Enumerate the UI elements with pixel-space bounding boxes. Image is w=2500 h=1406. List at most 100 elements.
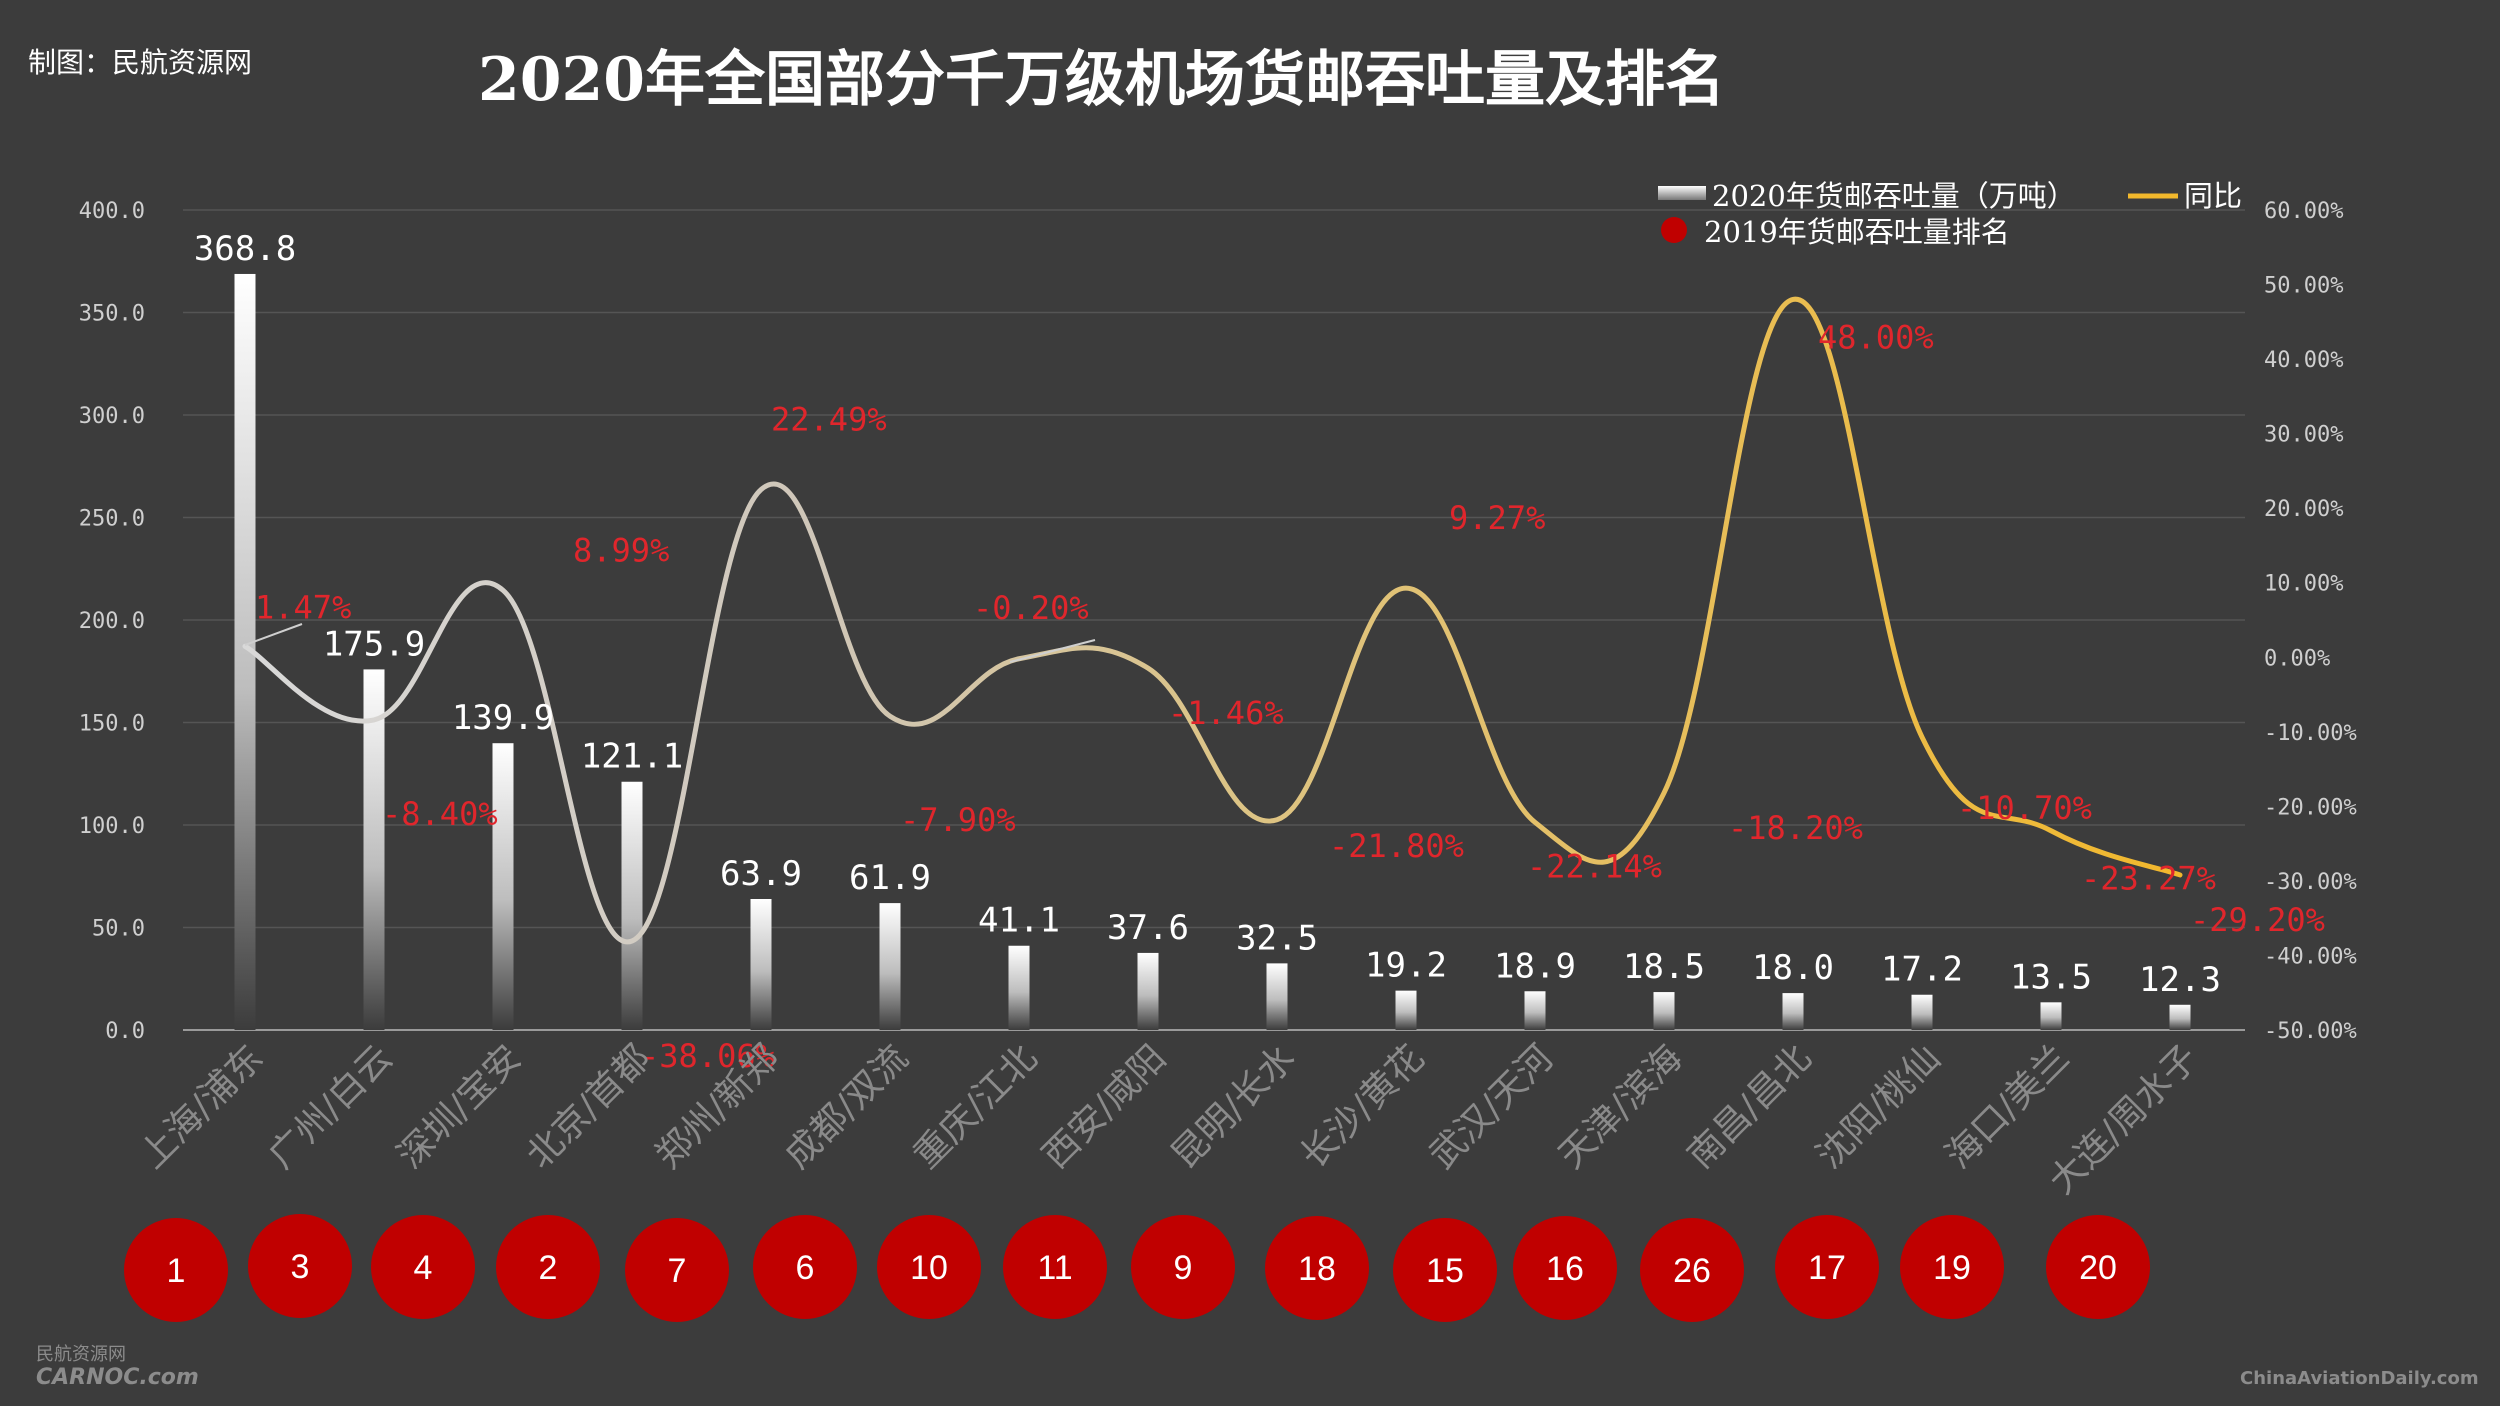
legend-volume-swatch [1658, 186, 1706, 200]
right-tick-label: 60.00% [2264, 199, 2343, 224]
right-tick-label: -20.00% [2264, 795, 2357, 820]
yoy-value-label: -21.80% [1329, 827, 1464, 865]
rank-label: 2 [539, 1249, 558, 1287]
rank-circle [1393, 1218, 1497, 1322]
yoy-value-label: 9.27% [1449, 499, 1545, 537]
rank-circle [248, 1214, 352, 1318]
credit-text: 制图：民航资源网 [28, 47, 252, 78]
rank-circle [625, 1218, 729, 1322]
right-tick-label: -40.00% [2264, 944, 2357, 969]
category-label: 重庆/江北 [906, 1037, 1045, 1176]
bar-value-label: 368.8 [194, 229, 296, 269]
rank-label: 9 [1174, 1249, 1193, 1287]
left-tick-label: 300.0 [79, 404, 145, 429]
left-tick-label: 200.0 [79, 609, 145, 634]
leader-line [1009, 639, 1096, 663]
rank-label: 7 [668, 1252, 687, 1290]
category-label: 武汉/天河 [1422, 1037, 1561, 1176]
category-label: 南昌/昌北 [1680, 1037, 1819, 1176]
rank-label: 1 [167, 1252, 186, 1290]
left-axis: 0.0 50.0 100.0 150.0 200.0 250.0 300.0 350.0 400… [79, 199, 145, 1044]
category-label: 天津/滨海 [1551, 1037, 1690, 1176]
yoy-value-label: 8.99% [573, 531, 669, 569]
category-label: 深圳/宝安 [390, 1037, 529, 1176]
rank-markers: 1 3 4 2 7 6 10 11 9 18 15 16 26 17 19 20 [124, 1214, 2150, 1322]
right-tick-label: 10.00% [2264, 572, 2343, 597]
category-label: 沈阳/桃仙 [1809, 1037, 1948, 1176]
yoy-value-label: -8.40% [382, 795, 498, 833]
right-tick-label: 20.00% [2264, 497, 2343, 522]
rank-label: 3 [291, 1248, 310, 1286]
yoy-value-label: -0.20% [973, 589, 1089, 627]
legend-yoy-label: 同比 [2184, 179, 2242, 213]
bar [621, 781, 643, 1030]
bar [363, 669, 385, 1030]
category-axis: 上海/浦东广州/白云深圳/宝安北京/首都郑州/新郑成都/双流重庆/江北西安/咸阳… [132, 1037, 2206, 1202]
category-label: 长沙/黄花 [1293, 1037, 1432, 1176]
bar-value-label: 37.6 [1107, 908, 1189, 948]
rank-label: 18 [1298, 1250, 1336, 1288]
yoy-value-label: -7.90% [900, 801, 1016, 839]
right-tick-label: 40.00% [2264, 348, 2343, 373]
rank-label: 4 [414, 1249, 433, 1287]
bar [1782, 993, 1804, 1030]
bar [1137, 952, 1159, 1030]
bar-value-label: 17.2 [1881, 950, 1963, 990]
category-label: 西安/咸阳 [1035, 1037, 1174, 1176]
bar [750, 899, 772, 1030]
chart-title: 2020年全国部分千万级机场货邮吞吐量及排名 [478, 45, 1725, 115]
rank-label: 17 [1808, 1249, 1846, 1287]
legend-rank-label: 2019年货邮吞吐量排名 [1704, 215, 2010, 249]
left-tick-label: 100.0 [79, 814, 145, 839]
bar-value-labels: 368.8 175.9 139.9 121.1 63.9 61.9 41.1 37.6 32.5… [194, 229, 2221, 1000]
left-tick-label: 350.0 [79, 302, 145, 327]
right-tick-label: 30.00% [2264, 423, 2343, 448]
rank-circle [1131, 1215, 1235, 1319]
yoy-value-label: -29.20% [2190, 901, 2325, 939]
bar [1008, 945, 1030, 1030]
bar [1911, 994, 1933, 1030]
rank-circle [124, 1218, 228, 1322]
yoy-value-label: -23.27% [2081, 860, 2216, 898]
rank-label: 10 [910, 1249, 948, 1287]
bar [1395, 990, 1417, 1030]
rank-circle [496, 1215, 600, 1319]
rank-label: 20 [2079, 1249, 2117, 1287]
rank-circle [2046, 1215, 2150, 1319]
bar-value-label: 13.5 [2010, 957, 2092, 997]
yoy-line [242, 296, 2183, 945]
category-label: 广州/白云 [261, 1037, 400, 1176]
yoy-line-series [242, 296, 2183, 945]
rank-circle [1640, 1218, 1744, 1322]
bar-value-label: 18.0 [1752, 948, 1834, 988]
yoy-value-label: 22.49% [771, 401, 887, 439]
rank-circle [371, 1215, 475, 1319]
legend: 2020年货邮吞吐量（万吨） 同比 2019年货邮吞吐量排名 [1658, 179, 2242, 249]
legend-volume-label: 2020年货邮吞吐量（万吨） [1712, 179, 2076, 213]
yoy-value-labels: 1.47% -8.40% 8.99% -38.06% 22.49% -7.90% -0.20… [255, 318, 2325, 1075]
rank-label: 15 [1426, 1252, 1464, 1290]
bar-value-label: 41.1 [978, 901, 1060, 941]
category-label: 昆明/长水 [1164, 1037, 1303, 1176]
bar-value-label: 32.5 [1236, 918, 1318, 958]
bar [2169, 1004, 2191, 1030]
rank-label: 6 [796, 1249, 815, 1287]
left-tick-label: 0.0 [105, 1019, 145, 1044]
yoy-value-label: -10.70% [1957, 789, 2092, 827]
yoy-value-label: -18.20% [1728, 809, 1863, 847]
bar-value-label: 63.9 [720, 854, 802, 894]
leader-line [244, 623, 303, 646]
left-tick-label: 150.0 [79, 712, 145, 737]
watermark-left-text: CARNOC.com [36, 1365, 199, 1390]
bar-value-label: 18.9 [1494, 946, 1576, 986]
category-label: 北京/首都 [519, 1037, 658, 1176]
right-axis: -50.00% -40.00% -30.00% -20.00% -10.00% 0.00%… [2264, 199, 2357, 1044]
rank-circle [1775, 1215, 1879, 1319]
rank-label: 16 [1546, 1250, 1584, 1288]
bar-value-label: 175.9 [323, 624, 425, 664]
bar-value-label: 18.5 [1623, 947, 1705, 987]
right-tick-label: -50.00% [2264, 1019, 2357, 1044]
bar [1266, 963, 1288, 1030]
bar-value-label: 121.1 [581, 737, 683, 777]
